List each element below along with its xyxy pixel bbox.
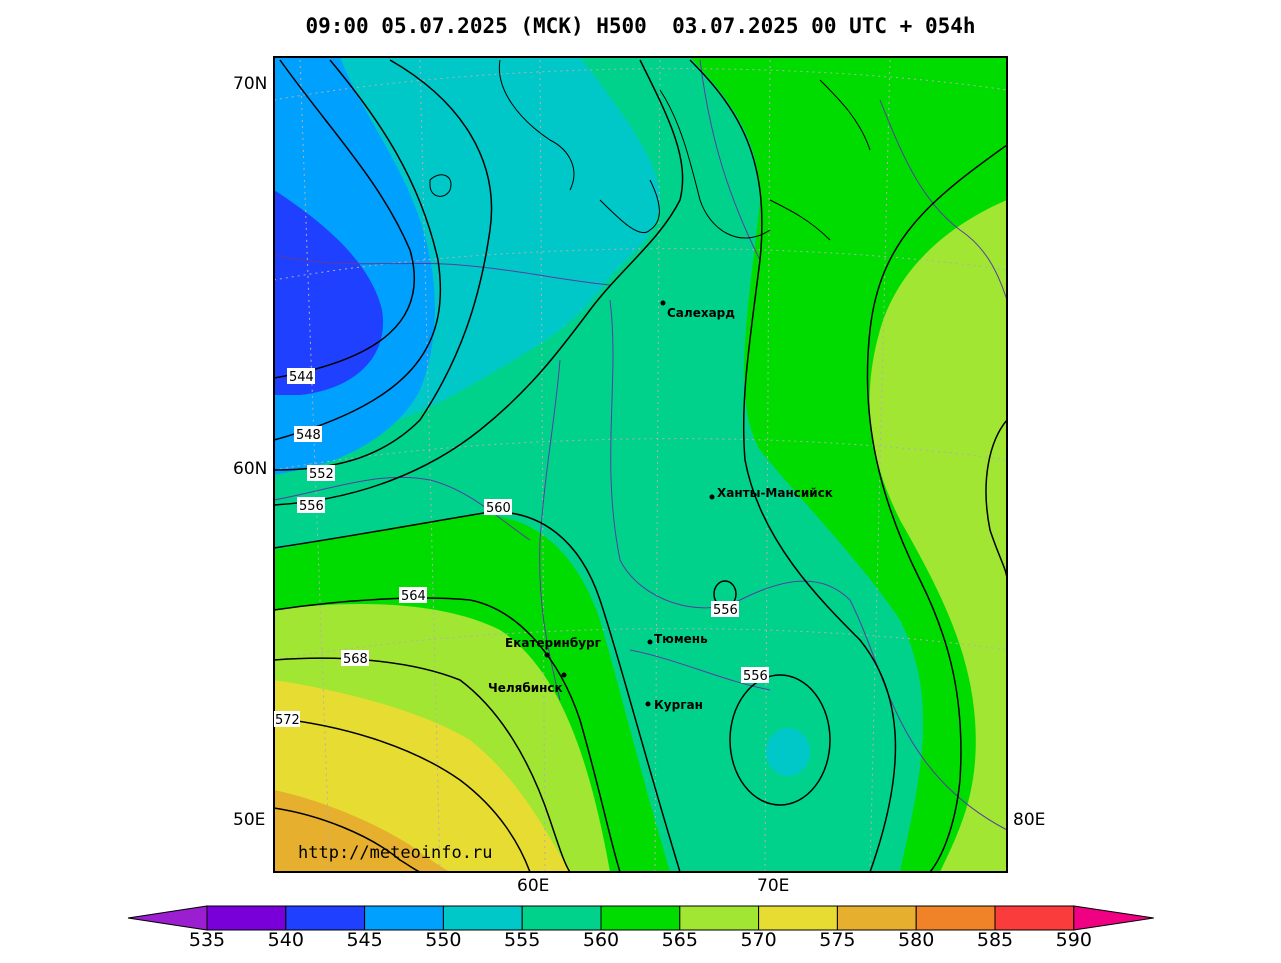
colorbar-segment xyxy=(915,905,996,931)
lon-label-70e: 70E xyxy=(757,876,790,896)
lat-label-70n: 70N xyxy=(233,74,268,94)
colorbar-tick-label: 565 xyxy=(661,929,698,951)
contour-label-568: 568 xyxy=(343,652,368,667)
coastline xyxy=(429,59,871,241)
contour-east-2 xyxy=(866,144,1007,872)
colorbar-segment xyxy=(285,905,366,931)
colorbar-segment xyxy=(442,905,523,931)
lat-label-60n: 60N xyxy=(233,459,268,479)
field-555-spot xyxy=(766,728,810,776)
city-dot-ekaterinburg xyxy=(544,652,550,658)
graticule xyxy=(274,59,1007,872)
contour-552 xyxy=(274,59,493,471)
field-570-east xyxy=(869,200,1007,872)
contour-label-552: 552 xyxy=(309,467,334,482)
colorbar xyxy=(127,905,1154,931)
contour-576 xyxy=(274,807,421,872)
contour-label-556-c: 556 xyxy=(743,669,768,684)
colorbar-tick-label: 555 xyxy=(504,929,541,951)
colorbar-segment xyxy=(836,905,917,931)
colorbar-tick-label: 535 xyxy=(188,929,226,951)
city-dot-tyumen xyxy=(647,639,653,645)
city-label-khanty: Ханты-Мансийск xyxy=(717,486,833,500)
contour-label-560: 560 xyxy=(486,501,511,516)
contour-east-1 xyxy=(689,59,897,872)
colorbar-tick-label: 575 xyxy=(819,929,856,951)
admin-borders xyxy=(274,59,1007,831)
colorbar-tick-label: 560 xyxy=(582,929,620,951)
city-label-chelyabinsk: Челябинск xyxy=(488,681,563,695)
city-dot-kurgan xyxy=(645,701,651,707)
contour-564 xyxy=(274,597,621,872)
geopotential-field xyxy=(274,57,1007,872)
city-markers: Салехард Ханты-Мансийск Тюмень Екатеринб… xyxy=(488,300,833,712)
colorbar-segment xyxy=(364,905,444,931)
contour-548 xyxy=(274,59,442,441)
colorbar-tick-label: 585 xyxy=(976,929,1014,951)
colorbar-tick-label: 580 xyxy=(898,929,935,951)
contour-east-3 xyxy=(985,419,1007,581)
city-dot-khanty xyxy=(709,494,715,500)
colorbar-arrow-left xyxy=(127,905,208,931)
map-frame xyxy=(273,56,1008,873)
contour-label-572: 572 xyxy=(275,713,300,728)
city-label-salekhard: Салехард xyxy=(667,306,735,320)
contour-556-oval xyxy=(729,674,831,806)
city-dot-chelyabinsk xyxy=(561,672,567,678)
colorbar-tick-label: 590 xyxy=(1055,929,1092,951)
contour-labels: 544 548 552 556 560 564 568 572 556 556 xyxy=(274,368,769,728)
colorbar-segment xyxy=(600,905,681,931)
contour-label-564: 564 xyxy=(401,589,426,604)
lat-label-50e: 50E xyxy=(233,810,266,830)
map-title: 09:00 05.07.2025 (МСК) H500 03.07.2025 0… xyxy=(305,14,976,38)
colorbar-tick-label: 540 xyxy=(267,929,304,951)
colorbar-segment xyxy=(521,905,602,931)
city-label-kurgan: Курган xyxy=(654,698,703,712)
watermark: http://meteoinfo.ru xyxy=(298,843,493,863)
height-contours xyxy=(274,59,1007,872)
colorbar-segment xyxy=(994,905,1075,931)
colorbar-segment xyxy=(758,905,838,931)
colorbar-segment xyxy=(206,905,287,931)
lon-label-80e: 80E xyxy=(1013,810,1046,830)
contour-label-544: 544 xyxy=(289,370,314,385)
contour-label-556-b: 556 xyxy=(713,603,738,618)
contour-544 xyxy=(274,59,415,379)
city-dot-salekhard xyxy=(660,300,666,306)
colorbar-arrow-right xyxy=(1073,905,1154,931)
contour-label-556: 556 xyxy=(299,499,324,514)
field-580 xyxy=(274,790,450,872)
lon-label-60e: 60E xyxy=(517,876,550,896)
colorbar-tick-label: 570 xyxy=(740,929,777,951)
contour-556 xyxy=(274,59,684,506)
colorbar-tick-label: 550 xyxy=(425,929,462,951)
colorbar-tick-label: 545 xyxy=(346,929,383,951)
field-545 xyxy=(274,190,384,395)
city-label-ekaterinburg: Екатеринбург xyxy=(505,636,601,650)
city-label-tyumen: Тюмень xyxy=(654,632,708,646)
contour-572 xyxy=(274,717,531,872)
contour-560 xyxy=(274,511,681,872)
colorbar-segment xyxy=(679,905,760,931)
contour-label-548: 548 xyxy=(296,428,321,443)
